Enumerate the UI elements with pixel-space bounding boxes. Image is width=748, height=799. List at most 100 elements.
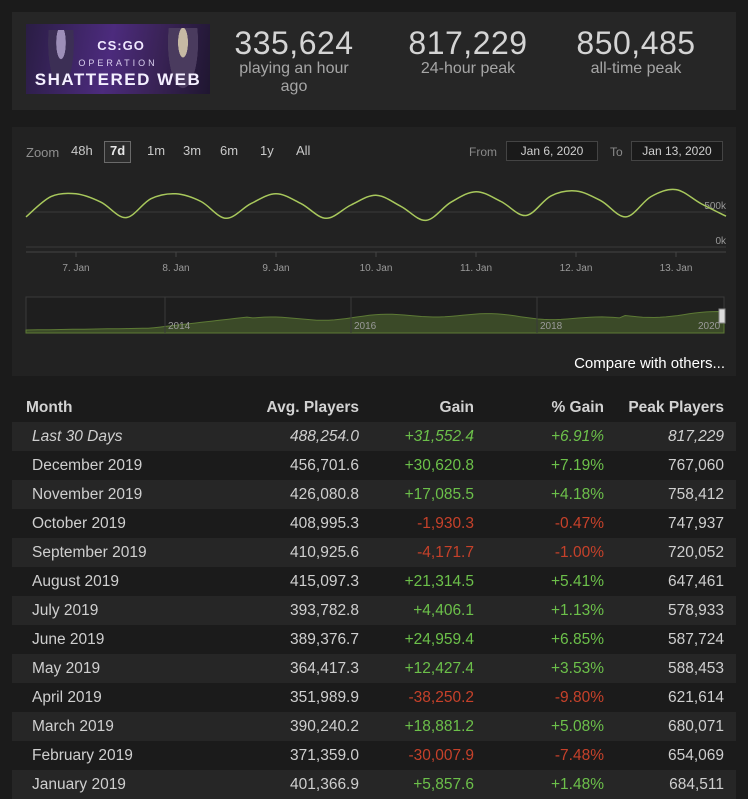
percent-gain-cell: +7.19% xyxy=(550,456,604,474)
avg-players-cell: 393,782.8 xyxy=(222,596,359,625)
avg-players-cell: 426,080.8 xyxy=(222,480,359,509)
navigator-area xyxy=(25,310,725,334)
navigator-year-label: 2016 xyxy=(354,321,377,332)
zoom-3m-button[interactable]: 3m xyxy=(183,143,202,158)
percent-gain-cell: +1.48% xyxy=(474,770,604,799)
month-cell: April 2019 xyxy=(32,688,102,706)
player-chart-panel: Zoom 48h 7d 1m 3m 6m 1y All From Jan 6, … xyxy=(12,127,736,376)
percent-gain-cell: -1.00% xyxy=(474,538,604,567)
peak-players-cell: 720,052 xyxy=(604,538,736,567)
month-cell: October 2019 xyxy=(32,514,126,532)
percent-gain-cell: -9.80% xyxy=(554,688,604,706)
navigator-handle[interactable] xyxy=(718,308,726,324)
avg-players-cell: 389,376.7 xyxy=(290,630,359,648)
month-cell: May 2019 xyxy=(12,654,222,683)
stat-label: 24-hour peak xyxy=(420,60,516,77)
column-avg-players[interactable]: Avg. Players xyxy=(266,398,359,416)
gain-cell: +24,959.4 xyxy=(404,630,474,648)
percent-gain-cell: +1.13% xyxy=(474,596,604,625)
stat-hour-ago: 335,624 playing an hour ago xyxy=(224,26,364,96)
from-date-input[interactable]: Jan 6, 2020 xyxy=(506,141,598,161)
zoom-all-button[interactable]: All xyxy=(296,143,311,158)
percent-gain-cell: +5.41% xyxy=(550,572,604,590)
percent-gain-cell: -7.48% xyxy=(554,746,604,764)
table-row: Last 30 Days 488,254.0 +31,552.4 +6.91% 817,… xyxy=(12,422,736,451)
avg-players-cell: 390,240.2 xyxy=(222,712,359,741)
gain-cell: +18,881.2 xyxy=(359,712,474,741)
to-date-input[interactable]: Jan 13, 2020 xyxy=(631,141,723,161)
character-right-image xyxy=(166,28,200,94)
x-tick-label: 8. Jan xyxy=(162,263,189,274)
avg-players-cell: 364,417.3 xyxy=(222,654,359,683)
game-banner[interactable]: CS:GO OPERATION SHATTERED WEB xyxy=(26,24,210,94)
table-header-row: Month Avg. Players Gain % Gain Peak Play… xyxy=(12,393,736,422)
table-row: April 2019 351,989.9 -38,250.2 -9.80% 621,61… xyxy=(12,683,736,712)
zoom-1m-button[interactable]: 1m xyxy=(147,143,166,158)
character-left-image xyxy=(46,30,76,94)
from-label: From xyxy=(469,145,497,159)
avg-players-cell: 456,701.6 xyxy=(290,456,359,474)
zoom-1y-button[interactable]: 1y xyxy=(260,143,274,158)
avg-players-cell: 401,366.9 xyxy=(222,770,359,799)
percent-gain-cell: +3.53% xyxy=(474,654,604,683)
banner-title: SHATTERED WEB xyxy=(34,70,202,89)
table-row: September 2019 410,925.6 -4,171.7 -1.00% 720… xyxy=(12,538,736,567)
gain-cell: +31,552.4 xyxy=(359,422,474,451)
compare-link[interactable]: Compare with others... xyxy=(574,355,725,372)
avg-players-cell: 408,995.3 xyxy=(290,514,359,532)
to-label: To xyxy=(610,145,623,159)
gain-cell: +12,427.4 xyxy=(359,654,474,683)
table-row: June 2019 389,376.7 +24,959.4 +6.85% 587,724 xyxy=(12,625,736,654)
stat-value: 335,624 xyxy=(234,25,354,61)
peak-players-cell: 680,071 xyxy=(604,712,736,741)
table-row: March 2019 390,240.2 +18,881.2 +5.08% 680,07… xyxy=(12,712,736,741)
navigator-year-label: 2014 xyxy=(168,321,191,332)
peak-players-cell: 621,614 xyxy=(667,688,724,706)
zoom-6m-button[interactable]: 6m xyxy=(220,143,239,158)
table-row: July 2019 393,782.8 +4,406.1 +1.13% 578,933 xyxy=(12,596,736,625)
table-row: May 2019 364,417.3 +12,427.4 +3.53% 588,453 xyxy=(12,654,736,683)
gain-cell: -38,250.2 xyxy=(408,688,475,706)
month-cell: January 2019 xyxy=(12,770,222,799)
percent-gain-cell: +6.85% xyxy=(550,630,604,648)
column-gain[interactable]: Gain xyxy=(439,398,474,416)
navigator-year-label: 2018 xyxy=(540,321,563,332)
month-cell: June 2019 xyxy=(32,630,105,648)
gain-cell: -1,930.3 xyxy=(417,514,474,532)
percent-gain-cell: +6.91% xyxy=(474,422,604,451)
table-row: November 2019 426,080.8 +17,085.5 +4.18% 758… xyxy=(12,480,736,509)
time-range-navigator[interactable]: 2014 2016 2018 2020 xyxy=(12,295,736,335)
gain-cell: -30,007.9 xyxy=(408,746,475,764)
percent-gain-cell: +4.18% xyxy=(474,480,604,509)
zoom-7d-button[interactable]: 7d xyxy=(104,141,132,163)
column-month[interactable]: Month xyxy=(26,398,73,416)
y-tick-0k: 0k xyxy=(715,236,727,247)
zoom-label: Zoom xyxy=(26,145,60,160)
column-percent-gain[interactable]: % Gain xyxy=(551,398,604,416)
peak-players-cell: 747,937 xyxy=(667,514,724,532)
x-tick-label: 11. Jan xyxy=(460,263,492,274)
month-cell: December 2019 xyxy=(32,456,143,474)
gain-cell: -4,171.7 xyxy=(359,538,474,567)
peak-players-cell: 767,060 xyxy=(667,456,724,474)
x-tick-label: 13. Jan xyxy=(660,263,693,274)
x-tick-label: 9. Jan xyxy=(262,263,289,274)
stats-header: CS:GO OPERATION SHATTERED WEB 335,624 pl… xyxy=(12,12,736,110)
stat-label: all-time peak xyxy=(590,60,682,77)
zoom-48h-button[interactable]: 48h xyxy=(71,143,93,158)
banner-logo: CS:GO xyxy=(97,38,145,53)
avg-players-cell: 351,989.9 xyxy=(290,688,359,706)
players-series-line[interactable] xyxy=(25,188,727,222)
x-tick-label: 7. Jan xyxy=(62,263,89,274)
stat-label: playing an hour ago xyxy=(239,60,349,95)
stat-all-time-peak: 850,485 all-time peak xyxy=(566,26,706,78)
percent-gain-cell: -0.47% xyxy=(554,514,604,532)
y-tick-500k: 500k xyxy=(704,201,727,212)
column-peak-players[interactable]: Peak Players xyxy=(628,398,724,416)
banner-subtitle: OPERATION xyxy=(78,58,158,68)
month-cell: November 2019 xyxy=(12,480,222,509)
avg-players-cell: 371,359.0 xyxy=(290,746,359,764)
gain-cell: +30,620.8 xyxy=(404,456,474,474)
month-cell: September 2019 xyxy=(12,538,222,567)
player-count-line-chart[interactable]: 500k 0k 7. Jan 8. Jan 9. Jan 10. Jan 11. Jan 12… xyxy=(12,175,736,325)
